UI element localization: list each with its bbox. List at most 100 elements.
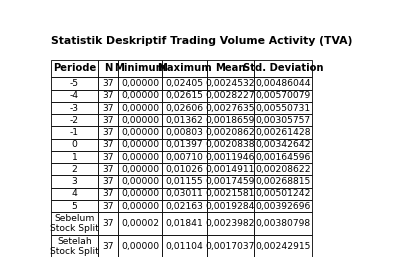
Text: 0,00380798: 0,00380798 (255, 219, 310, 228)
Bar (254, 176, 312, 188)
Text: Mean: Mean (215, 63, 245, 74)
Text: 0,00000: 0,00000 (121, 153, 159, 162)
Bar (118, 126, 162, 139)
Text: 37: 37 (102, 79, 114, 88)
Bar (118, 188, 162, 200)
Bar (162, 114, 206, 126)
Bar (118, 212, 162, 235)
Bar (162, 200, 206, 212)
Text: 0,0019284: 0,0019284 (205, 202, 255, 211)
Text: 0,00261428: 0,00261428 (255, 128, 310, 137)
Bar (98, 151, 118, 163)
Text: 0,00305757: 0,00305757 (255, 116, 310, 125)
Text: 0,01104: 0,01104 (165, 242, 203, 251)
Bar (51, 163, 98, 176)
Text: 0,00242915: 0,00242915 (255, 242, 310, 251)
Text: 0,00000: 0,00000 (121, 177, 159, 186)
Text: 0,0021581: 0,0021581 (206, 189, 255, 198)
Text: 0,0028227: 0,0028227 (205, 91, 255, 100)
Text: 0,00000: 0,00000 (121, 128, 159, 137)
Text: 0,00000: 0,00000 (121, 202, 159, 211)
Bar (162, 139, 206, 151)
Bar (162, 90, 206, 102)
Text: 0,00164596: 0,00164596 (255, 153, 310, 162)
Bar (118, 90, 162, 102)
Text: -1: -1 (70, 128, 79, 137)
Text: 0,00000: 0,00000 (121, 189, 159, 198)
Bar (206, 114, 254, 126)
Text: 0: 0 (71, 140, 77, 149)
Text: 0,00501242: 0,00501242 (255, 189, 310, 198)
Bar (254, 188, 312, 200)
Text: 37: 37 (102, 202, 114, 211)
Text: -5: -5 (70, 79, 79, 88)
Bar (206, 188, 254, 200)
Text: 0,0020838: 0,0020838 (205, 140, 255, 149)
Text: 37: 37 (102, 104, 114, 113)
Text: 0,00208622: 0,00208622 (255, 165, 310, 174)
Text: Std. Deviation: Std. Deviation (243, 63, 323, 74)
Text: Statistik Deskriptif Trading Volume Activity (TVA): Statistik Deskriptif Trading Volume Acti… (51, 36, 353, 46)
Bar (118, 163, 162, 176)
Bar (206, 139, 254, 151)
Bar (51, 235, 98, 257)
Bar (98, 163, 118, 176)
Bar (254, 235, 312, 257)
Bar (51, 90, 98, 102)
Bar (51, 151, 98, 163)
Bar (118, 77, 162, 90)
Text: 0,00486044: 0,00486044 (255, 79, 310, 88)
Bar (51, 102, 98, 114)
Text: 0,00000: 0,00000 (121, 104, 159, 113)
Bar (98, 176, 118, 188)
Text: 37: 37 (102, 242, 114, 251)
Bar (118, 151, 162, 163)
Text: 0,0023982: 0,0023982 (205, 219, 255, 228)
Bar (162, 77, 206, 90)
Bar (51, 126, 98, 139)
Text: 0,0014911: 0,0014911 (206, 165, 255, 174)
Text: 0,00000: 0,00000 (121, 91, 159, 100)
Text: 37: 37 (102, 177, 114, 186)
Text: 0,0017037: 0,0017037 (206, 242, 255, 251)
Text: 0,03011: 0,03011 (165, 189, 203, 198)
Bar (162, 235, 206, 257)
Bar (118, 235, 162, 257)
Bar (98, 114, 118, 126)
Bar (98, 188, 118, 200)
Text: 4: 4 (71, 189, 77, 198)
Bar (51, 60, 98, 77)
Bar (254, 102, 312, 114)
Text: 0,0027635: 0,0027635 (205, 104, 255, 113)
Bar (162, 60, 206, 77)
Bar (162, 151, 206, 163)
Bar (206, 176, 254, 188)
Text: 0,0020862: 0,0020862 (205, 128, 255, 137)
Text: 0,00000: 0,00000 (121, 116, 159, 125)
Bar (254, 126, 312, 139)
Bar (254, 77, 312, 90)
Bar (206, 212, 254, 235)
Text: 0,02163: 0,02163 (165, 202, 203, 211)
Text: N: N (104, 63, 112, 74)
Text: 37: 37 (102, 189, 114, 198)
Bar (51, 176, 98, 188)
Bar (118, 200, 162, 212)
Text: 37: 37 (102, 219, 114, 228)
Text: 37: 37 (102, 140, 114, 149)
Text: Maximum: Maximum (157, 63, 212, 74)
Bar (162, 188, 206, 200)
Bar (254, 114, 312, 126)
Bar (254, 90, 312, 102)
Text: 0,02405: 0,02405 (165, 79, 203, 88)
Bar (206, 200, 254, 212)
Text: -3: -3 (70, 104, 79, 113)
Bar (98, 139, 118, 151)
Text: 0,02615: 0,02615 (165, 91, 203, 100)
Text: 0,01155: 0,01155 (165, 177, 203, 186)
Text: 0,00392696: 0,00392696 (255, 202, 310, 211)
Bar (206, 90, 254, 102)
Text: 0,01841: 0,01841 (165, 219, 203, 228)
Text: 0,00710: 0,00710 (165, 153, 203, 162)
Text: 0,00000: 0,00000 (121, 140, 159, 149)
